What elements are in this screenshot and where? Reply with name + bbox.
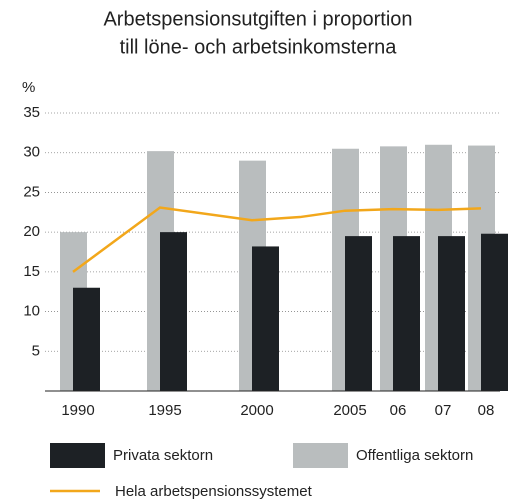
bar bbox=[160, 232, 187, 391]
y-tick-label: 5 bbox=[32, 342, 40, 359]
y-tick-label: 10 bbox=[23, 303, 40, 320]
x-tick-label: 06 bbox=[390, 402, 407, 419]
x-tick-label: 1995 bbox=[148, 402, 181, 419]
y-tick-label: 15 bbox=[23, 263, 40, 280]
y-axis-label: % bbox=[22, 79, 35, 96]
bar bbox=[481, 233, 508, 391]
y-tick-label: 25 bbox=[23, 183, 40, 200]
bar bbox=[438, 236, 465, 391]
legend-swatch bbox=[50, 443, 105, 468]
y-tick-label: 30 bbox=[23, 144, 40, 161]
bar bbox=[393, 236, 420, 391]
bar bbox=[73, 287, 100, 391]
y-tick-label: 20 bbox=[23, 223, 40, 240]
bar bbox=[345, 236, 372, 391]
x-tick-label: 2005 bbox=[333, 402, 366, 419]
legend-label: Privata sektorn bbox=[113, 447, 213, 464]
legend-swatch bbox=[293, 443, 348, 468]
x-tick-label: 1990 bbox=[61, 402, 94, 419]
bar bbox=[252, 246, 279, 391]
x-tick-label: 2000 bbox=[240, 402, 273, 419]
line-series bbox=[72, 206, 482, 273]
legend-label: Offentliga sektorn bbox=[356, 447, 473, 464]
x-tick-label: 07 bbox=[435, 402, 452, 419]
chart-title: till löne- och arbetsinkomsterna bbox=[120, 36, 398, 58]
chart-title: Arbetspensionsutgiften i proportion bbox=[103, 8, 412, 30]
legend-label: Hela arbetspensionssystemet bbox=[115, 483, 313, 500]
y-tick-label: 35 bbox=[23, 104, 40, 121]
x-tick-label: 08 bbox=[478, 402, 495, 419]
